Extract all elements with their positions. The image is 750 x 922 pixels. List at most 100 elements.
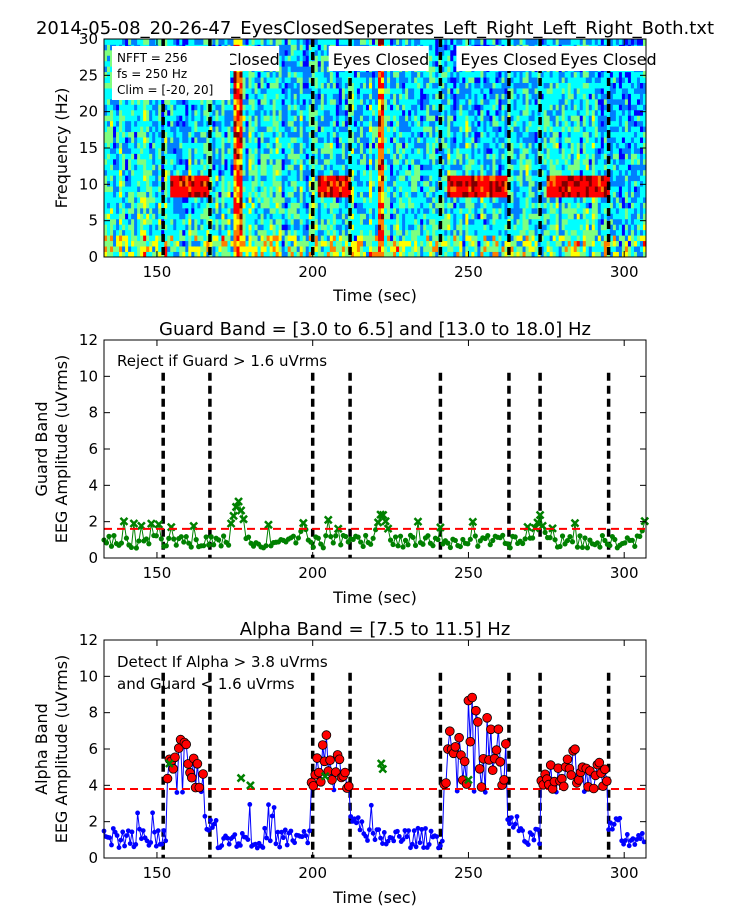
heatmap-cell bbox=[203, 229, 207, 236]
heatmap-cell bbox=[287, 175, 292, 182]
heatmap-cell bbox=[263, 191, 267, 198]
heatmap-cell bbox=[314, 93, 319, 100]
heatmap-cell bbox=[465, 71, 469, 78]
heatmap-cell bbox=[254, 235, 258, 242]
heatmap-cell bbox=[113, 142, 117, 149]
heatmap-cell bbox=[384, 180, 388, 187]
heatmap-cell bbox=[287, 153, 292, 160]
heatmap-cell bbox=[245, 131, 249, 138]
heatmap-cell bbox=[293, 180, 298, 187]
heatmap-cell bbox=[432, 142, 436, 149]
heatmap-cell bbox=[188, 109, 192, 116]
heatmap-cell bbox=[245, 251, 249, 258]
heatmap-cell bbox=[323, 164, 328, 171]
heatmap-cell bbox=[465, 229, 469, 236]
heatmap-cell bbox=[269, 131, 274, 138]
heatmap-cell bbox=[110, 126, 114, 133]
heatmap-cell bbox=[414, 229, 418, 236]
heatmap-cell bbox=[188, 175, 192, 182]
heatmap-cell bbox=[155, 229, 159, 236]
heatmap-cell bbox=[381, 251, 385, 258]
heatmap-cell bbox=[435, 153, 439, 160]
heatmap-cell bbox=[290, 229, 295, 236]
heatmap-cell bbox=[371, 131, 376, 138]
heatmap-cell bbox=[453, 240, 457, 247]
heatmap-cell bbox=[378, 251, 382, 258]
heatmap-cell bbox=[104, 207, 108, 214]
heatmap-cell bbox=[212, 251, 216, 258]
heatmap-cell bbox=[128, 175, 132, 182]
heatmap-cell bbox=[272, 82, 277, 89]
heatmap-cell bbox=[206, 240, 210, 247]
heatmap-cell bbox=[227, 39, 231, 45]
heatmap-cell bbox=[125, 131, 129, 138]
heatmap-cell bbox=[417, 229, 421, 236]
heatmap-cell bbox=[293, 186, 298, 192]
heatmap-cell bbox=[194, 213, 198, 220]
heatmap-cell bbox=[107, 115, 111, 122]
heatmap-cell bbox=[375, 71, 379, 78]
heatmap-cell bbox=[116, 120, 120, 127]
heatmap-cell bbox=[338, 131, 343, 138]
heatmap-cell bbox=[347, 191, 352, 198]
heatmap-cell bbox=[239, 158, 243, 165]
heatmap-cell bbox=[296, 207, 301, 214]
heatmap-cell bbox=[371, 77, 376, 83]
heatmap-cell bbox=[275, 202, 280, 209]
heatmap-cell bbox=[125, 98, 129, 105]
heatmap-cell bbox=[335, 158, 340, 165]
heatmap-cell bbox=[408, 98, 412, 105]
heatmap-cell bbox=[320, 191, 325, 198]
heatmap-cell bbox=[381, 82, 385, 89]
heatmap-cell bbox=[323, 175, 328, 182]
heatmap-cell bbox=[182, 246, 186, 252]
heatmap-cell bbox=[140, 191, 144, 198]
heatmap-cell bbox=[341, 131, 346, 138]
heatmap-cell bbox=[326, 213, 331, 220]
heatmap-cell bbox=[254, 218, 258, 225]
heatmap-cell bbox=[399, 180, 403, 187]
heatmap-cell bbox=[471, 186, 475, 192]
heatmap-cell bbox=[356, 175, 361, 182]
heatmap-cell bbox=[356, 115, 361, 122]
heatmap-cell bbox=[203, 39, 207, 45]
heatmap-cell bbox=[230, 71, 234, 78]
heatmap-cell bbox=[281, 186, 286, 192]
heatmap-cell bbox=[435, 229, 439, 236]
heatmap-cell bbox=[311, 240, 316, 247]
heatmap-cell bbox=[146, 186, 150, 192]
heatmap-cell bbox=[456, 207, 460, 214]
heatmap-cell bbox=[456, 224, 460, 231]
heatmap-cell bbox=[435, 104, 439, 111]
heatmap-cell bbox=[371, 246, 376, 252]
heatmap-cell bbox=[317, 240, 322, 247]
heatmap-cell bbox=[206, 218, 210, 225]
heatmap-cell bbox=[441, 44, 445, 51]
heatmap-cell bbox=[326, 55, 331, 62]
heatmap-cell bbox=[248, 153, 252, 160]
heatmap-cell bbox=[344, 82, 349, 89]
heatmap-cell bbox=[290, 39, 295, 45]
heatmap-cell bbox=[275, 131, 280, 138]
heatmap-cell bbox=[423, 115, 427, 122]
heatmap-cell bbox=[435, 60, 439, 67]
heatmap-cell bbox=[230, 213, 234, 220]
heatmap-cell bbox=[215, 137, 219, 143]
heatmap-cell bbox=[435, 218, 439, 225]
heatmap-cell bbox=[375, 218, 379, 225]
heatmap-cell bbox=[107, 93, 111, 100]
heatmap-cell bbox=[305, 158, 310, 165]
heatmap-cell bbox=[432, 202, 436, 209]
heatmap-cell bbox=[269, 82, 274, 89]
heatmap-cell bbox=[260, 240, 264, 247]
heatmap-cell bbox=[420, 202, 424, 209]
heatmap-cell bbox=[125, 197, 129, 203]
heatmap-cell bbox=[423, 153, 427, 160]
heatmap-cell bbox=[176, 142, 180, 149]
heatmap-cell bbox=[242, 142, 246, 149]
heatmap-cell bbox=[176, 115, 180, 122]
heatmap-cell bbox=[335, 246, 340, 252]
heatmap-cell bbox=[104, 98, 108, 105]
heatmap-cell bbox=[182, 158, 186, 165]
heatmap-cell bbox=[435, 207, 439, 214]
